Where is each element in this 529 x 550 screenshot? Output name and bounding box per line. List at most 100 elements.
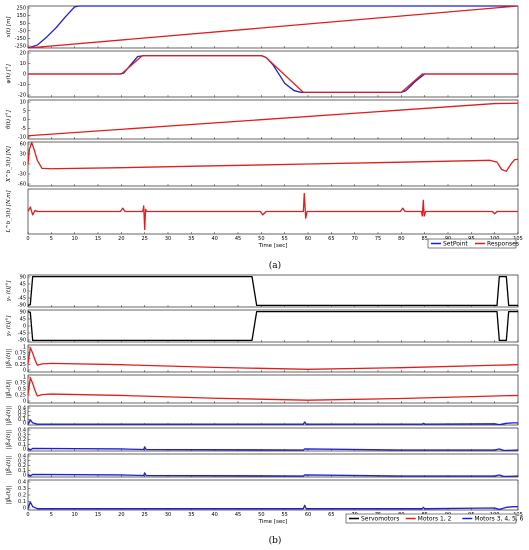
x-tick-label: 60 <box>305 512 311 518</box>
legend-label: Motors 1, 2 <box>418 516 452 523</box>
panel-frame <box>27 427 519 452</box>
y-tick-label: -90 <box>18 338 26 344</box>
y-tick-label: 0.4 <box>18 406 26 412</box>
panel-frame <box>27 374 519 404</box>
y-tick-label: 0.2 <box>18 437 26 443</box>
y-tick-label: 0.5 <box>18 387 26 393</box>
y-tick-label: 150 <box>16 13 26 19</box>
panel: 0.40.30.20.10 ||β₆(t)|| <box>5 480 519 512</box>
y-tick-label: 0.25 <box>15 393 26 399</box>
series-line <box>27 419 518 426</box>
x-tick-label: 25 <box>141 236 147 242</box>
x-tick-label: 40 <box>211 236 217 242</box>
y-axis-label: x(t) [m] <box>5 16 12 38</box>
y-tick-label: 0 <box>23 399 26 405</box>
y-tick-label: 0.75 <box>15 350 26 356</box>
x-tick-label: 45 <box>235 512 241 518</box>
panel: 10.750.50.250 ||β₁(t)|| <box>5 344 519 374</box>
panel-frame <box>27 344 519 373</box>
panel: L^b_3(t) [N.m] <box>5 188 519 235</box>
y-tick-label: 50 <box>20 21 26 27</box>
x-tick-label: 0 <box>26 236 29 242</box>
x-tick-label: 30 <box>165 512 171 518</box>
y-axis-label: ||β₃(t)|| <box>5 406 12 425</box>
y-tick-label: 30 <box>20 152 26 158</box>
panel: 0.40.30.20.10 ||β₃(t)|| <box>5 405 519 427</box>
y-tick-label: 0.3 <box>18 432 26 438</box>
y-tick-label: 0.3 <box>18 458 26 464</box>
y-tick-label: 20 <box>20 51 26 57</box>
y-tick-label: 5 <box>23 108 26 114</box>
y-tick-label: 45 <box>20 282 26 288</box>
x-tick-label: 35 <box>188 236 194 242</box>
series-line <box>27 102 519 137</box>
y-tick-label: -10 <box>18 82 26 88</box>
panel: 10 5 0 -5 -10 θ(t) [°] <box>5 100 519 141</box>
x-tick-label: 5 <box>50 512 53 518</box>
x-tick-label: 65 <box>328 512 334 518</box>
y-tick-label: 0 <box>23 447 26 453</box>
series-line <box>27 501 518 510</box>
x-tick-label: 5 <box>50 236 53 242</box>
y-tick-label: 0.4 <box>18 428 26 434</box>
figure-caption: (a) <box>269 260 281 271</box>
y-tick-label: -50 <box>18 28 26 34</box>
y-tick-label: -90 <box>18 303 26 309</box>
x-axis-label: Time [sec] <box>258 243 288 249</box>
legend-label: Responses <box>487 241 519 248</box>
y-tick-label: 0 <box>23 421 26 427</box>
y-tick-label: -45 <box>18 331 26 337</box>
y-tick-label: -150 <box>15 36 26 42</box>
panel-frame <box>27 141 519 187</box>
x-tick-label: 55 <box>281 512 287 518</box>
y-axis-label: γ₁ (t)[°] <box>5 280 12 302</box>
y-tick-label: -250 <box>15 44 26 50</box>
y-tick-label: 90 <box>20 310 26 316</box>
panel-frame <box>27 274 519 308</box>
y-tick-label: 0 <box>23 368 26 374</box>
y-tick-label: 0 <box>23 289 26 295</box>
y-tick-label: 0.5 <box>18 356 26 362</box>
legend: Servomotors Motors 1, 2 Motors 3, 4, 5, 6 <box>345 513 524 524</box>
x-tick-label: 50 <box>258 236 264 242</box>
x-tick-label: 85 <box>421 236 427 242</box>
y-axis-label: L^b_3(t) [N.m] <box>5 190 12 234</box>
series-line <box>27 347 519 370</box>
y-tick-label: 0.1 <box>18 442 26 448</box>
y-axis-label: ||β₆(t)|| <box>5 485 12 504</box>
panel: 0.40.30.20.10 ||β₅(t)|| <box>5 454 519 479</box>
y-tick-label: 0 <box>23 162 26 168</box>
y-tick-label: 0.3 <box>18 486 26 492</box>
y-tick-label: 0.2 <box>18 463 26 469</box>
panel: 20 10 0 -10 -20 ψ(t) [°] <box>5 51 519 99</box>
y-tick-label: -20 <box>18 93 26 99</box>
y-tick-label: 60 <box>20 142 26 148</box>
x-tick-label: 75 <box>375 236 381 242</box>
legend-box <box>345 513 517 524</box>
y-tick-label: 0.4 <box>18 454 26 460</box>
series-line <box>27 275 518 307</box>
y-tick-label: -45 <box>18 296 26 302</box>
legend-box <box>427 238 517 249</box>
y-tick-label: 0.75 <box>15 381 26 387</box>
y-axis-label: ||β₄(t)|| <box>5 430 12 449</box>
x-tick-label: 70 <box>351 236 357 242</box>
y-axis-label: X^b_3(t) [N] <box>5 145 12 183</box>
panel-frame <box>27 405 519 426</box>
x-axis-label: Time [sec] <box>258 519 288 525</box>
y-tick-label: 0 <box>23 506 26 512</box>
y-tick-label: 0.1 <box>18 468 26 474</box>
panel-frame <box>27 309 519 343</box>
y-tick-label: 90 <box>20 275 26 281</box>
x-tick-label: 30 <box>165 236 171 242</box>
series-line <box>27 5 519 49</box>
x-tick-label: 80 <box>398 236 404 242</box>
x-tick-label: 0 <box>26 512 29 518</box>
y-tick-label: 10 <box>20 61 26 67</box>
y-tick-label: 0.1 <box>18 499 26 505</box>
x-tick-label: 15 <box>95 512 101 518</box>
